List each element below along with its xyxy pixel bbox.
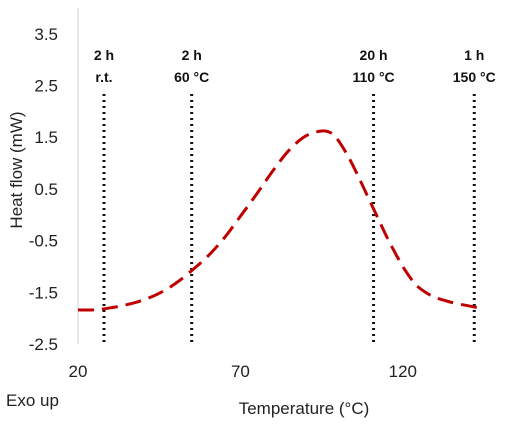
- process-step-duration: 20 h: [360, 47, 388, 63]
- x-tick-label: 120: [389, 362, 417, 381]
- y-axis-title: Heat flow (mW): [7, 111, 26, 228]
- y-tick-label: 2.5: [34, 77, 58, 96]
- process-step-condition: 150 °C: [453, 69, 496, 85]
- y-tick-label: -2.5: [29, 335, 58, 354]
- process-step-lines: 2 h r.t. 2 h 60 °C 20 h 110 °C 1 h 150 °C: [94, 47, 496, 344]
- process-step-condition: 60 °C: [174, 69, 209, 85]
- x-tick-label: 70: [231, 362, 250, 381]
- x-axis-title: Temperature (°C): [239, 399, 370, 418]
- x-tick-label: 20: [69, 362, 88, 381]
- x-tick-labels: 20 70 120: [69, 362, 417, 381]
- y-tick-label: -1.5: [29, 283, 58, 302]
- process-step-duration: 2 h: [182, 47, 202, 63]
- y-tick-label: -0.5: [29, 232, 58, 251]
- process-step-duration: 1 h: [464, 47, 484, 63]
- series-line: [77, 129, 485, 312]
- y-tick-label: 1.5: [34, 128, 58, 147]
- process-step-condition: r.t.: [95, 69, 112, 85]
- y-tick-labels: -2.5 -1.5 -0.5 0.5 1.5 2.5 3.5: [29, 25, 58, 354]
- y-tick-label: 0.5: [34, 180, 58, 199]
- y-tick-label: 3.5: [34, 25, 58, 44]
- exo-up-note: Exo up: [6, 391, 59, 410]
- series-group: [77, 129, 485, 312]
- process-step-duration: 2 h: [94, 47, 114, 63]
- process-step-condition: 110 °C: [352, 69, 394, 85]
